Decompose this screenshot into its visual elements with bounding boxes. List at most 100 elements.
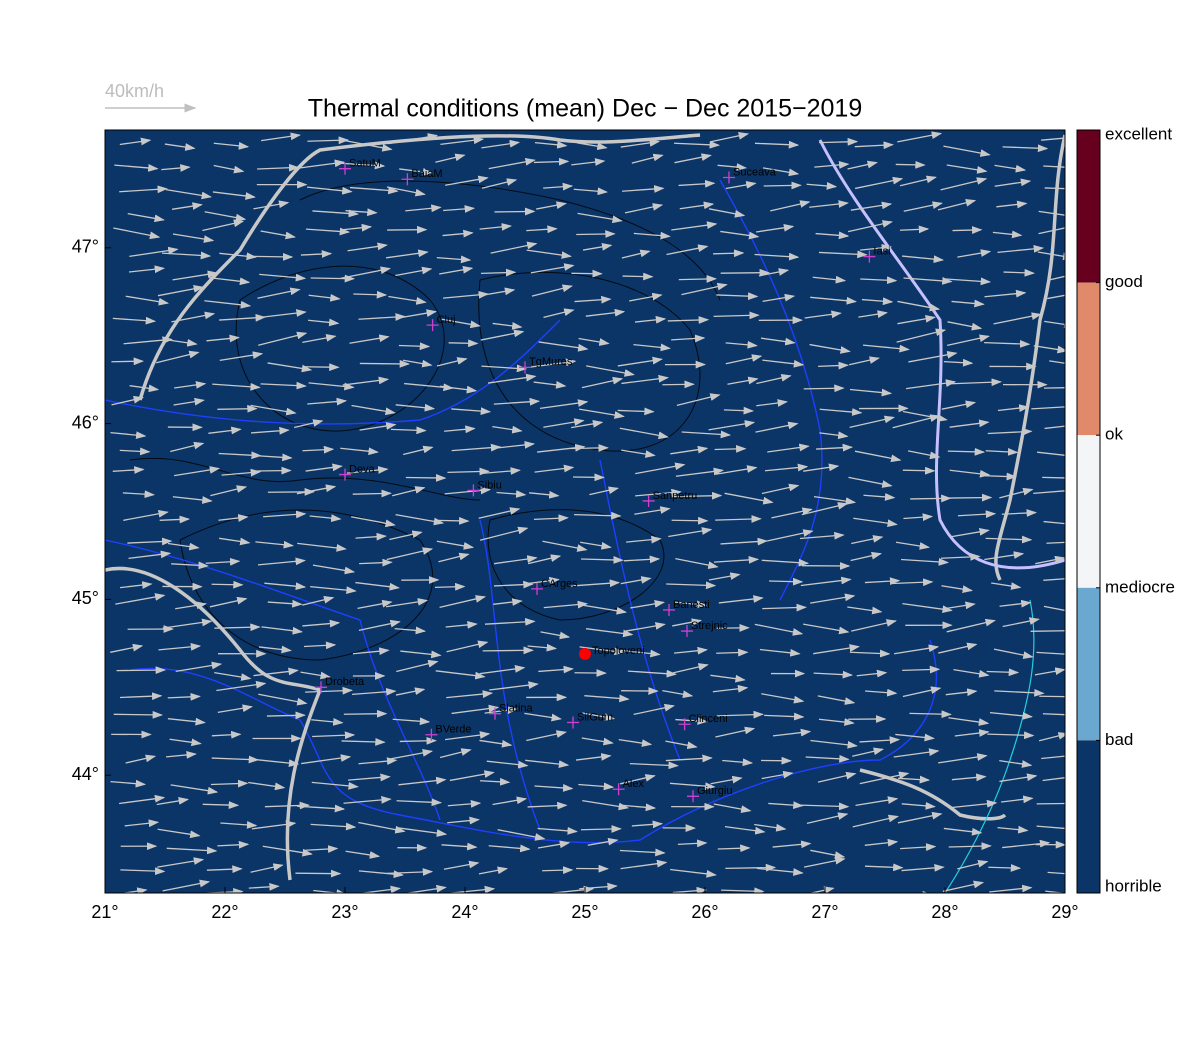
wind-arrow [310,274,356,283]
wind-arrow [123,509,169,521]
wind-arrow [479,665,526,675]
wind-arrow [985,535,1033,544]
wind-arrow [672,663,709,674]
wind-arrow [543,600,589,609]
wind-arrow [864,577,901,586]
wind-arrow [399,168,434,176]
wind-arrow [398,827,448,837]
wind-arrow [481,139,521,149]
wind-arrow [297,804,346,813]
wind-arrow [847,160,878,170]
wind-arrow [340,223,373,232]
city-marker [567,716,579,729]
wind-arrow [622,272,654,281]
wind-arrow [947,447,986,456]
wind-arrow [300,671,331,680]
wind-arrow [623,555,661,564]
wind-arrow [482,646,534,655]
wind-arrow [537,443,586,453]
wind-arrow [310,822,357,831]
border [105,566,321,692]
wind-arrow [343,796,392,804]
city-label: Giurgiu [697,785,732,797]
city-marker [663,603,675,616]
wind-arrow [947,334,990,347]
wind-arrow [156,350,200,364]
wind-arrow [814,161,850,169]
wind-arrow [949,419,990,428]
wind-arrow [619,848,666,857]
wind-arrow [710,775,743,785]
colorbar-segment [1077,740,1100,893]
x-tick-label: 26° [691,902,718,922]
wind-arrow [175,661,223,672]
wind-arrow [527,801,568,810]
contour [478,271,701,452]
wind-arrow [948,717,990,726]
wind-arrow [772,728,812,737]
wind-arrow [533,157,570,166]
wind-arrow [860,243,893,252]
wind-arrow [172,233,215,243]
wind-arrow [267,362,313,373]
wind-arrow [1046,541,1065,544]
wind-arrow [210,779,249,788]
wind-arrow [577,212,623,224]
wind-arrow [250,863,284,873]
wind-arrow [167,692,201,701]
wind-arrow [865,688,898,697]
wind-arrow [861,297,894,306]
wind-arrow [994,688,1045,697]
wind-arrow [120,867,166,875]
wind-arrow [484,706,518,715]
wind-arrow [668,527,713,538]
colorbar-label: ok [1105,425,1123,444]
wind-arrow [993,648,1034,659]
wind-arrow [342,376,390,386]
wind-arrow [403,445,434,456]
wind-arrow [999,759,1033,768]
city-marker [687,790,699,803]
wind-arrow [902,466,936,475]
wind-arrow [620,649,661,658]
wind-arrow [1047,871,1065,875]
wind-arrow [386,598,429,608]
colorbar-label: horrible [1105,876,1162,895]
wind-arrow [480,467,521,475]
wind-arrow [854,176,904,190]
wind-arrow [309,514,342,523]
city-marker [681,625,693,638]
wind-arrow [345,850,381,859]
wind-arrow [306,186,353,195]
city-marker [723,171,735,184]
wind-arrow [902,686,942,698]
wind-arrow [895,733,935,742]
wind-arrow [167,717,206,726]
wind-arrow [708,208,746,218]
wind-arrow [119,794,166,805]
wind-arrow [578,337,610,346]
wind-arrow [205,557,241,566]
wind-arrow [352,647,390,656]
wind-arrow [988,864,1022,872]
wind-arrow [1042,713,1065,716]
wind-arrow [172,496,213,504]
wind-arrow [261,626,303,635]
wind-arrow [534,464,575,473]
wind-arrow [895,160,926,169]
x-tick-label: 29° [1051,902,1078,922]
wind-arrow [302,596,335,606]
wind-arrow [724,492,774,505]
wind-arrow [815,231,850,240]
colorbar-segment [1077,587,1100,741]
wind-arrow [945,688,978,697]
wind-arrow [248,882,280,891]
wind-arrow [209,596,248,608]
wind-arrow [110,431,147,439]
wind-arrow [756,867,804,876]
wind-arrow [1030,630,1065,632]
wind-arrow [1049,360,1065,364]
wind-arrow [943,827,983,836]
colorbar-segment [1077,130,1100,283]
wind-arrow [119,447,151,456]
